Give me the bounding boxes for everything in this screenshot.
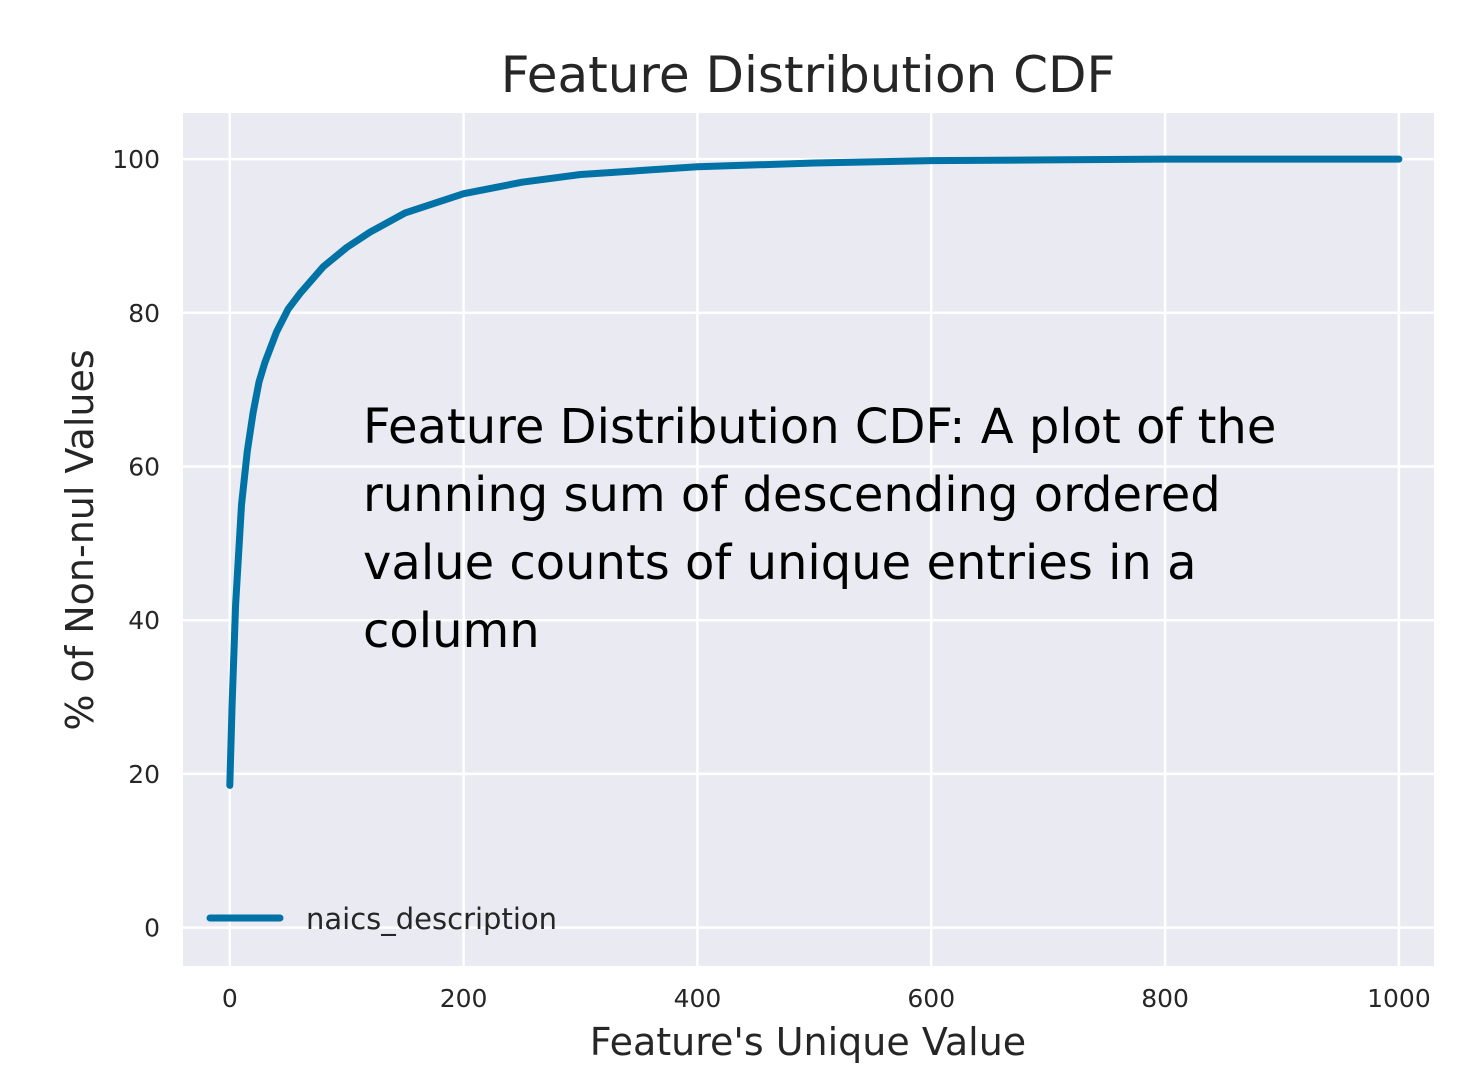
y-axis-label: % of Non-nul Values	[58, 349, 102, 730]
annotation-line-3: value counts of unique entries in a	[363, 535, 1197, 591]
tick-labels: 0 200 400 600 800 1000 0 20 40 60 80 100	[112, 145, 1430, 1013]
series-lines	[226, 155, 1403, 789]
x-tick-label: 200	[440, 984, 488, 1013]
y-tick-label: 20	[128, 760, 160, 789]
y-tick-label: 100	[112, 145, 160, 174]
grid-lines	[183, 113, 1434, 966]
annotation-line-4: column	[363, 603, 540, 659]
y-tick-label: 0	[144, 914, 160, 943]
x-tick-label: 800	[1141, 984, 1189, 1013]
x-tick-label: 400	[674, 984, 722, 1013]
x-tick-label: 600	[907, 984, 955, 1013]
legend: naics_description	[206, 902, 557, 936]
x-axis-label: Feature's Unique Value	[590, 1020, 1026, 1064]
x-tick-label: 1000	[1367, 984, 1431, 1013]
annotation-line-2: running sum of descending ordered	[363, 467, 1221, 523]
series-line-naics_description	[226, 155, 1403, 789]
y-tick-label: 40	[128, 606, 160, 635]
y-tick-label: 80	[128, 299, 160, 328]
annotation-line-1: Feature Distribution CDF: A plot of the	[363, 399, 1276, 455]
plot-area	[183, 113, 1434, 966]
y-tick-label: 60	[128, 452, 160, 481]
legend-label: naics_description	[306, 902, 557, 936]
x-tick-label: 0	[222, 984, 238, 1013]
chart-title: Feature Distribution CDF	[501, 46, 1116, 104]
annotation: Feature Distribution CDF: A plot of the …	[363, 399, 1276, 659]
